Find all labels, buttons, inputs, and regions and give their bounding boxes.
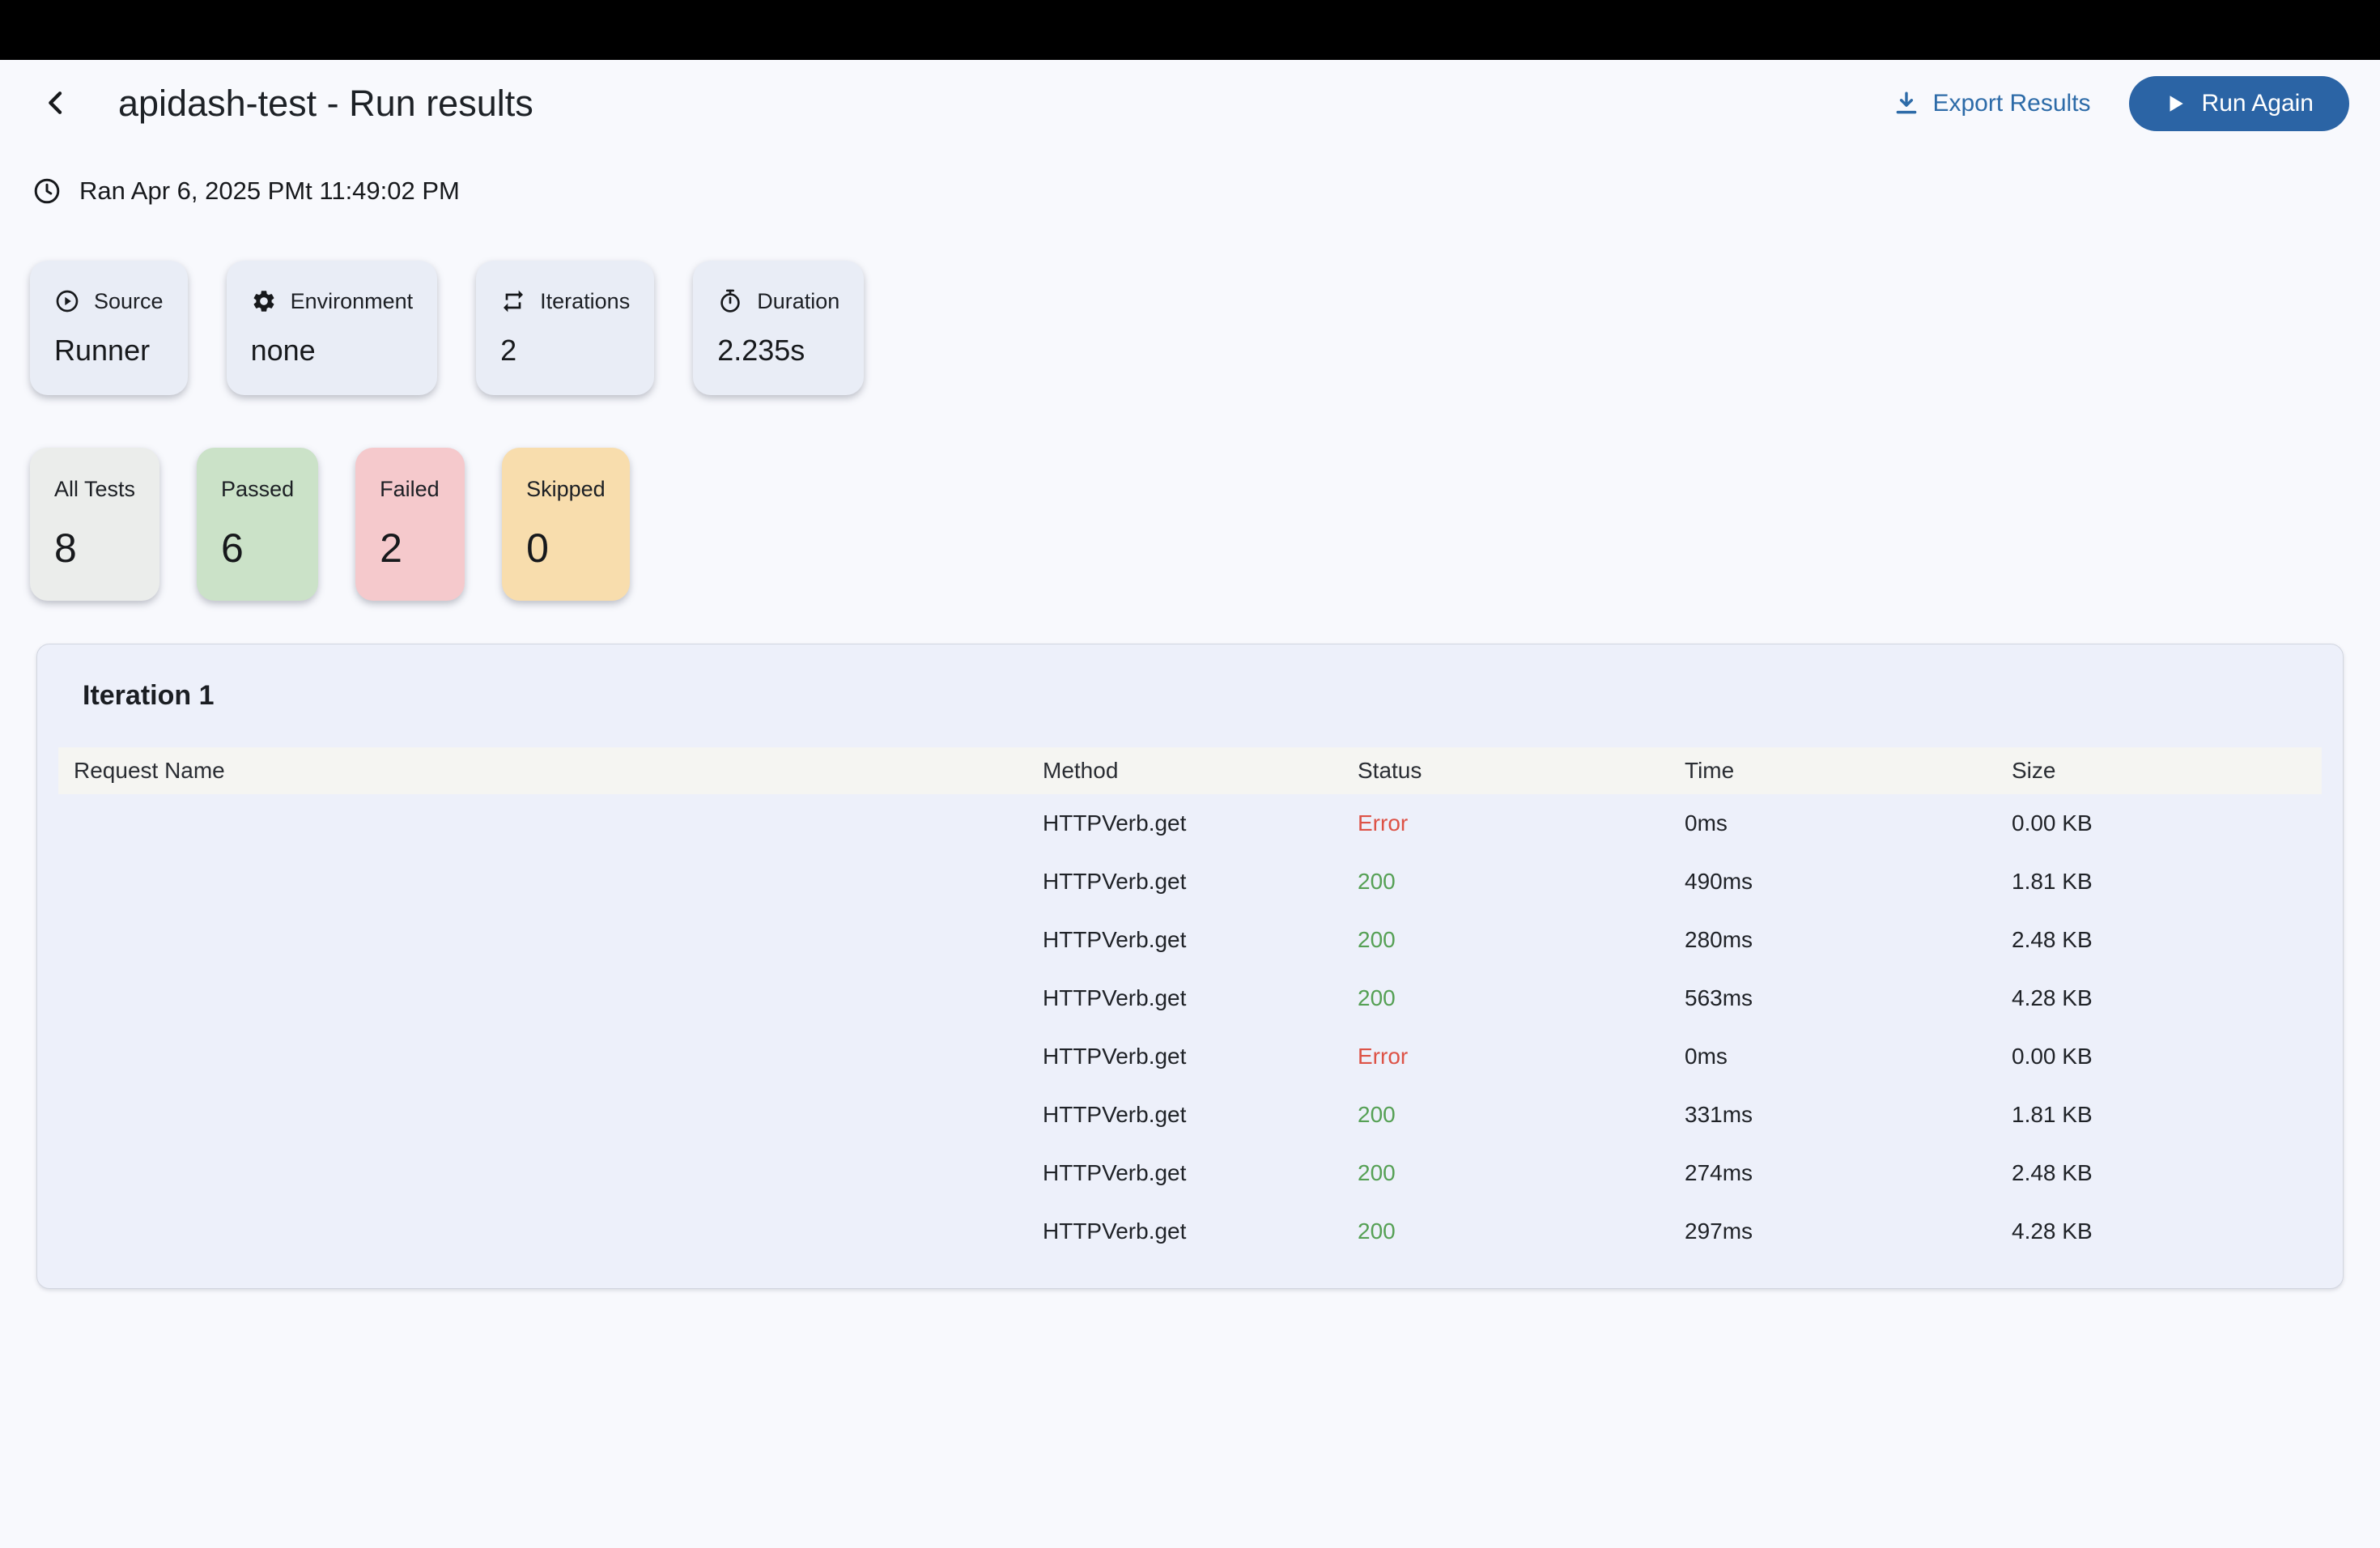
cell-size: 1.81 KB: [2012, 869, 2093, 894]
cell-status: Error: [1358, 1044, 1409, 1069]
header-actions: Export Results Run Again: [1893, 76, 2349, 131]
iteration-title: Iteration 1: [83, 680, 215, 711]
download-icon: [1893, 90, 1920, 117]
cell-status: 200: [1358, 985, 1396, 1010]
stopwatch-icon: [717, 288, 743, 314]
test-stat-cards: All Tests 8 Passed 6 Failed 2 Skipped 0: [30, 448, 630, 601]
cell-status: Error: [1358, 810, 1409, 836]
clock-icon: [32, 176, 62, 206]
cell-status: 200: [1358, 869, 1396, 894]
run-info-cards: Source Runner Environment none Iteration…: [30, 261, 865, 395]
page-title: apidash-test - Run results: [118, 83, 533, 124]
stat-card-value: 8: [54, 525, 77, 571]
play-circle-icon: [54, 288, 80, 314]
cell-status: 200: [1358, 1160, 1396, 1185]
cell-size: 4.28 KB: [2012, 985, 2093, 1010]
play-icon: [2165, 93, 2186, 114]
cell-method: HTTPVerb.get: [1043, 810, 1187, 836]
run-timestamp: Ran Apr 6, 2025 PMt 11:49:02 PM: [32, 176, 460, 206]
stat-card-label: Passed: [221, 477, 295, 501]
cell-status: 200: [1358, 1218, 1396, 1244]
cell-method: HTTPVerb.get: [1043, 927, 1187, 952]
table-row[interactable]: HTTPVerb.get 200 490ms 1.81 KB: [58, 853, 2322, 911]
chevron-left-icon: [40, 87, 72, 119]
cell-method: HTTPVerb.get: [1043, 985, 1187, 1010]
table-row[interactable]: HTTPVerb.get 200 563ms 4.28 KB: [58, 969, 2322, 1027]
stat-card-value: 6: [221, 525, 244, 571]
info-card-duration: Duration 2.235s: [693, 261, 865, 395]
cell-time: 331ms: [1685, 1102, 1753, 1127]
table-row[interactable]: HTTPVerb.get 200 297ms 4.28 KB: [58, 1202, 2322, 1261]
cell-time: 297ms: [1685, 1218, 1753, 1244]
table-row[interactable]: HTTPVerb.get 200 280ms 2.48 KB: [58, 911, 2322, 969]
export-results-label: Export Results: [1932, 90, 2091, 117]
cell-method: HTTPVerb.get: [1043, 1218, 1187, 1244]
stat-card-label: Failed: [380, 477, 440, 501]
info-card-value: 2: [500, 334, 517, 367]
run-timestamp-text: Ran Apr 6, 2025 PMt 11:49:02 PM: [79, 176, 460, 205]
cell-method: HTTPVerb.get: [1043, 869, 1187, 894]
table-row[interactable]: HTTPVerb.get 200 331ms 1.81 KB: [58, 1086, 2322, 1144]
cell-size: 2.48 KB: [2012, 1160, 2093, 1185]
run-again-label: Run Again: [2201, 90, 2314, 117]
table-row[interactable]: HTTPVerb.get 200 274ms 2.48 KB: [58, 1144, 2322, 1202]
info-card-label: Iterations: [540, 288, 631, 313]
repeat-icon: [500, 288, 526, 314]
results-rows: HTTPVerb.get Error 0ms 0.00 KB HTTPVerb.…: [58, 794, 2322, 1261]
gear-icon: [251, 288, 277, 314]
cell-method: HTTPVerb.get: [1043, 1160, 1187, 1185]
stat-card-all-tests: All Tests 8: [30, 448, 160, 601]
info-card-environment: Environment none: [226, 261, 438, 395]
stat-card-value: 0: [526, 525, 549, 571]
cell-size: 1.81 KB: [2012, 1102, 2093, 1127]
cell-status: 200: [1358, 927, 1396, 952]
cell-time: 490ms: [1685, 869, 1753, 894]
info-card-value: none: [250, 334, 316, 367]
results-table: Request Name Method Status Time Size HTT…: [58, 747, 2322, 1261]
cell-time: 280ms: [1685, 927, 1753, 952]
stat-card-value: 2: [380, 525, 402, 571]
info-card-source: Source Runner: [30, 261, 188, 395]
cell-size: 0.00 KB: [2012, 1044, 2093, 1069]
column-header-method: Method: [1043, 758, 1119, 783]
iteration-panel: Iteration 1 Request Name Method Status T…: [36, 644, 2344, 1289]
table-row[interactable]: HTTPVerb.get Error 0ms 0.00 KB: [58, 794, 2322, 853]
table-row[interactable]: HTTPVerb.get Error 0ms 0.00 KB: [58, 1027, 2322, 1086]
results-table-header: Request Name Method Status Time Size: [58, 747, 2322, 794]
stat-card-label: Skipped: [526, 477, 606, 501]
cell-time: 0ms: [1685, 810, 1728, 836]
info-card-label: Duration: [757, 288, 840, 313]
info-card-iterations: Iterations 2: [476, 261, 655, 395]
stat-card-passed: Passed 6: [197, 448, 319, 601]
cell-method: HTTPVerb.get: [1043, 1044, 1187, 1069]
cell-size: 4.28 KB: [2012, 1218, 2093, 1244]
cell-time: 274ms: [1685, 1160, 1753, 1185]
cell-method: HTTPVerb.get: [1043, 1102, 1187, 1127]
column-header-request-name: Request Name: [74, 758, 225, 783]
cell-size: 0.00 KB: [2012, 810, 2093, 836]
run-again-button[interactable]: Run Again: [2128, 76, 2349, 131]
cell-size: 2.48 KB: [2012, 927, 2093, 952]
info-card-label: Source: [94, 288, 164, 313]
info-card-value: Runner: [54, 334, 151, 367]
stat-card-failed: Failed 2: [355, 448, 465, 601]
cell-time: 563ms: [1685, 985, 1753, 1010]
cell-time: 0ms: [1685, 1044, 1728, 1069]
cell-status: 200: [1358, 1102, 1396, 1127]
stat-card-skipped: Skipped 0: [502, 448, 630, 601]
column-header-size: Size: [2012, 758, 2056, 783]
info-card-value: 2.235s: [717, 334, 805, 367]
back-button[interactable]: [34, 81, 78, 125]
column-header-status: Status: [1358, 758, 1422, 783]
stat-card-label: All Tests: [54, 477, 136, 501]
export-results-button[interactable]: Export Results: [1893, 90, 2091, 117]
column-header-time: Time: [1685, 758, 1735, 783]
info-card-label: Environment: [290, 288, 414, 313]
top-black-bar: [0, 0, 2380, 60]
